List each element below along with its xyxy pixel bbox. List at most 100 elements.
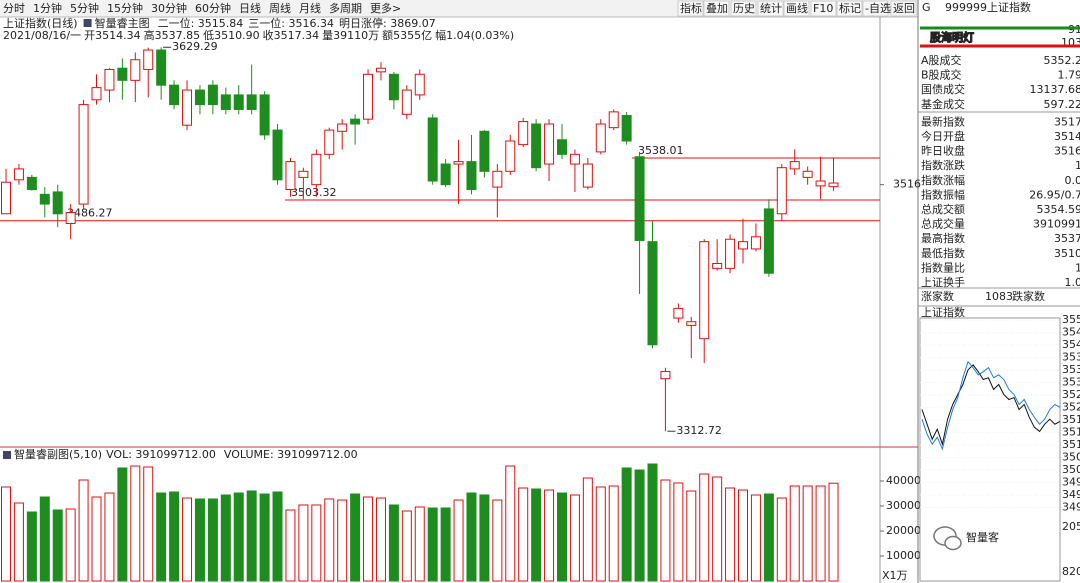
tool-label[interactable]: 统计: [760, 2, 782, 15]
candle-body: [750, 236, 761, 250]
tool-label[interactable]: 画线: [786, 1, 808, 15]
tool-button[interactable]: [677, 0, 704, 17]
volume-bar: [414, 506, 425, 582]
tool-button[interactable]: [862, 0, 889, 17]
y-tick-label: 3495: [1062, 488, 1080, 501]
tool-label[interactable]: F10: [813, 2, 833, 15]
mini-title: 上证指数: [921, 305, 965, 319]
volume-bar: [647, 463, 658, 582]
period-tab[interactable]: 周线: [269, 1, 291, 15]
y-tick-label: 3507: [1062, 451, 1080, 464]
period-tab[interactable]: 60分钟: [195, 1, 231, 15]
tool-button[interactable]: [730, 0, 757, 17]
y-tick-label: 3535: [1062, 363, 1080, 376]
y-tick-label: 3503: [1062, 463, 1080, 476]
tool-button[interactable]: [810, 0, 837, 17]
tool-label[interactable]: 叠加: [706, 2, 728, 15]
tool-button[interactable]: [703, 0, 730, 17]
intraday-line: [921, 360, 1061, 451]
period-tab[interactable]: 分时: [3, 2, 25, 15]
y-tick-label: 3519: [1062, 413, 1080, 426]
candle-body: [828, 182, 839, 188]
tool-button[interactable]: [836, 0, 863, 17]
period-tab[interactable]: 5分钟: [70, 1, 99, 15]
tool-label[interactable]: -自选: [865, 2, 891, 15]
candle-body: [143, 49, 154, 70]
volume-icon: [3, 451, 11, 459]
quote-label: 总成交量: [921, 217, 965, 231]
volume-bar: [285, 509, 296, 582]
quote-value: 5354.59: [1037, 203, 1080, 216]
tool-label[interactable]: 返回: [893, 2, 915, 15]
candle-body: [763, 208, 774, 274]
candle-body: [647, 241, 658, 346]
period-tab[interactable]: 30分钟: [151, 1, 187, 15]
y-tick-label: 3515: [1062, 426, 1080, 439]
quote-label: B股成交: [921, 68, 962, 82]
min-label: 3312.72: [676, 424, 722, 437]
candle-body: [65, 212, 76, 224]
period-tab[interactable]: 1分钟: [33, 1, 62, 15]
volume-bar: [686, 490, 697, 582]
tool-button[interactable]: [890, 0, 917, 17]
volume-bar: [673, 482, 684, 582]
candle-body: [518, 121, 529, 146]
period-tab[interactable]: 多周期: [329, 1, 362, 15]
tool-label[interactable]: 指标: [680, 1, 702, 15]
y-tick-label: 3547: [1062, 326, 1080, 339]
y-tick-label: 20000: [886, 524, 921, 537]
candle-body: [220, 94, 231, 110]
volume-title: 智量睿副图(5,10): [14, 447, 102, 461]
period-tab[interactable]: 15分钟: [107, 1, 143, 15]
volume-bar: [375, 497, 386, 582]
quote-value: 1.0: [1065, 276, 1080, 289]
tool-button[interactable]: [783, 0, 810, 17]
candle-body: [621, 115, 632, 142]
candle-body: [608, 111, 619, 129]
candle-body: [246, 94, 257, 110]
market: G: [922, 1, 931, 14]
volume-bar: [13, 502, 24, 582]
candle-body: [1, 181, 11, 215]
volume-bar: [130, 465, 141, 582]
tool-label[interactable]: 历史: [733, 2, 755, 15]
bar-stat: 额5355亿: [382, 29, 432, 42]
quote-value: 3510: [1054, 247, 1080, 260]
candle-body: [427, 117, 438, 182]
quote-label: 指数量比: [921, 260, 965, 274]
volume-bar: [117, 467, 128, 582]
bar-stat: 量39110万: [322, 29, 379, 42]
quote-label: 上证换手: [921, 275, 965, 289]
y-tick-label: 3516: [893, 178, 921, 191]
candle-body: [738, 241, 749, 250]
tool-button[interactable]: [757, 0, 784, 17]
y-tick-label: 30000: [886, 499, 921, 512]
volume-bar: [388, 504, 399, 582]
volume-bar: [272, 491, 283, 582]
volume-bar: [608, 485, 619, 582]
period-tab[interactable]: 更多>: [370, 1, 401, 15]
period-tab[interactable]: 日线: [239, 1, 261, 15]
volume-bar: [440, 507, 451, 582]
quote-label: 最新指数: [921, 114, 965, 128]
candle-body: [298, 170, 309, 178]
candle-body: [634, 156, 645, 241]
candle-body: [207, 84, 218, 106]
level-text: 二一位: 3515.84: [158, 16, 244, 30]
candle-body: [104, 68, 115, 91]
volume-bar: [750, 494, 761, 582]
candle-body: [337, 123, 348, 132]
quote-label: 最低指数: [921, 246, 965, 260]
volume-bar: [169, 491, 180, 582]
volume-bar: [492, 499, 503, 582]
candle-body: [272, 129, 283, 181]
volume-bar: [789, 485, 800, 582]
tool-label[interactable]: 标记: [839, 1, 861, 15]
unit-label: X1万: [882, 569, 908, 582]
candle-body: [479, 130, 490, 172]
watermark: 智量客: [966, 530, 999, 544]
volume-bar: [311, 504, 322, 582]
period-tab[interactable]: 月线: [299, 1, 321, 15]
